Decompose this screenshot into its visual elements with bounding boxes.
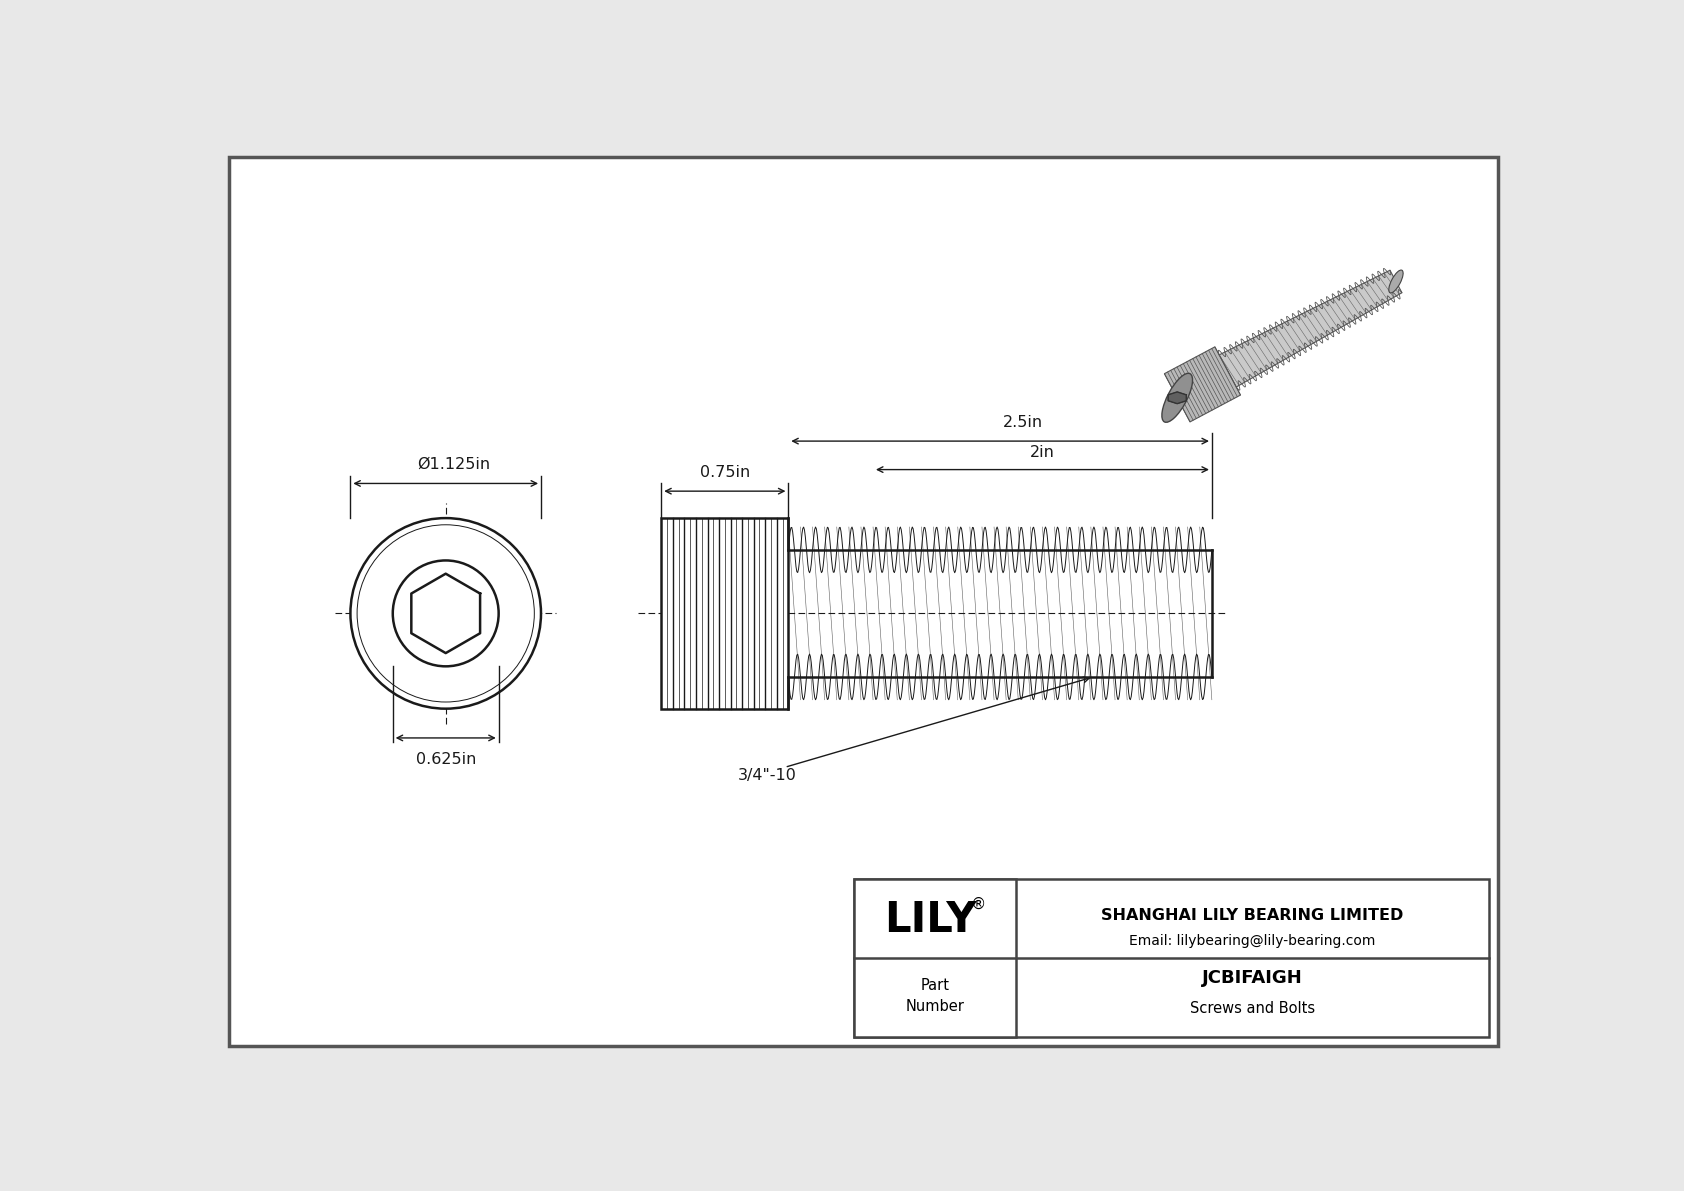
Text: 2.5in: 2.5in [1004, 414, 1044, 430]
Text: Part
Number: Part Number [906, 978, 965, 1014]
Circle shape [357, 525, 534, 701]
Bar [662, 518, 788, 709]
Text: Email: lilybearing@lily-bearing.com: Email: lilybearing@lily-bearing.com [1128, 934, 1376, 948]
Ellipse shape [1389, 270, 1403, 293]
Bar [854, 879, 1489, 1037]
Text: 0.625in: 0.625in [416, 752, 477, 767]
Ellipse shape [1162, 373, 1192, 423]
Text: 0.75in: 0.75in [701, 464, 749, 480]
Bar [854, 879, 1015, 1037]
Text: Screws and Bolts: Screws and Bolts [1189, 1000, 1315, 1016]
Circle shape [350, 518, 541, 709]
Text: ®: ® [972, 897, 987, 912]
Text: LILY: LILY [884, 899, 977, 941]
Text: Ø1.125in: Ø1.125in [418, 457, 490, 472]
Circle shape [392, 561, 498, 666]
Text: 2in: 2in [1031, 445, 1054, 461]
Text: SHANGHAI LILY BEARING LIMITED: SHANGHAI LILY BEARING LIMITED [1101, 908, 1403, 923]
Text: JCBIFAIGH: JCBIFAIGH [1202, 969, 1303, 987]
Polygon shape [1164, 347, 1241, 422]
Polygon shape [1219, 270, 1403, 387]
Text: 3/4"-10: 3/4"-10 [738, 767, 797, 782]
Polygon shape [1169, 392, 1186, 404]
